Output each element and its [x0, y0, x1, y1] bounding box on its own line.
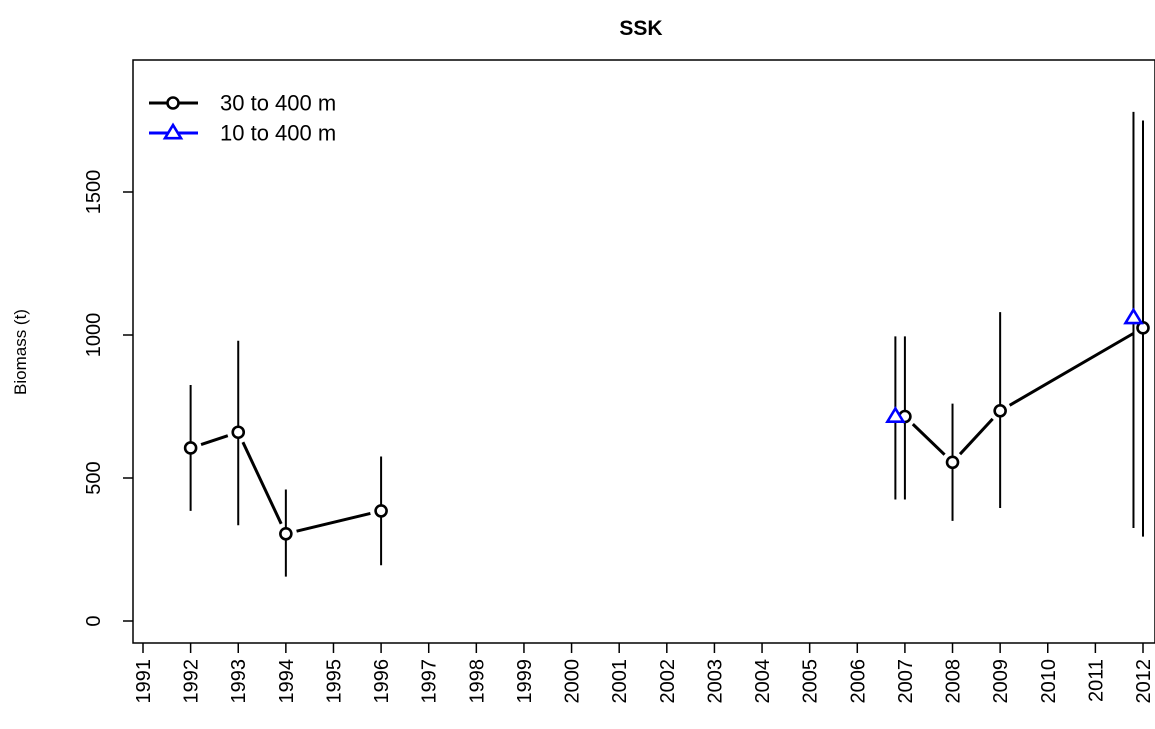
y-tick-label: 0: [83, 615, 105, 626]
x-tick-label: 1995: [323, 659, 345, 704]
x-tick-label: 2000: [562, 659, 584, 704]
legend-marker: [166, 96, 180, 110]
chart-title: SSK: [619, 17, 662, 40]
x-tick-label: 2008: [943, 659, 965, 704]
y-tick-label: 1500: [83, 170, 105, 215]
y-tick-label: 1000: [83, 313, 105, 358]
data-point: [374, 504, 388, 518]
x-tick-label: 1998: [466, 659, 488, 704]
x-tick-label: 2001: [609, 659, 631, 704]
x-tick-label: 2006: [847, 659, 869, 704]
data-point: [183, 441, 198, 455]
x-tick-label: 2010: [1038, 659, 1060, 704]
data-point: [993, 403, 1007, 418]
x-tick-label: 1991: [133, 659, 155, 704]
series-line: [911, 423, 946, 456]
y-axis-label: Biomass (t): [11, 309, 30, 395]
series-line: [1008, 332, 1135, 407]
x-tick-label: 2011: [1085, 659, 1107, 702]
data-point: [279, 526, 293, 541]
data-point: [1123, 307, 1144, 325]
legend-label: 30 to 400 m: [220, 91, 336, 116]
legend-label: 10 to 400 m: [220, 121, 336, 146]
legend-marker: [162, 122, 184, 140]
x-tick-label: 2003: [704, 659, 726, 704]
x-tick-label: 2002: [657, 659, 679, 704]
x-tick-label: 2007: [895, 659, 917, 704]
x-tick-label: 1999: [514, 659, 536, 704]
data-point: [885, 406, 906, 424]
x-tick-label: 2012: [1133, 659, 1155, 704]
x-tick-label: 1997: [419, 659, 441, 704]
x-tick-label: 1996: [371, 659, 393, 704]
series-line: [200, 434, 229, 446]
data-point: [231, 425, 246, 440]
x-tick-label: 2005: [800, 659, 822, 704]
legend: 30 to 400 m 10 to 400 m: [149, 91, 336, 146]
plot-frame: [132, 59, 1155, 644]
x-tick-label: 1994: [276, 659, 298, 704]
x-tick-label: 1993: [228, 659, 250, 704]
series-line: [958, 417, 994, 456]
data-point: [945, 455, 960, 470]
series-line: [241, 441, 283, 525]
x-tick-label: 2004: [752, 659, 774, 704]
y-tick-label: 500: [83, 461, 105, 494]
chart-marks: 1991 1992 1993 1994 1995 1996 1997 1998 1999 2000…: [83, 111, 1155, 704]
series-line: [296, 512, 371, 533]
data-point: [1136, 321, 1150, 335]
x-tick-label: 2009: [990, 659, 1012, 704]
x-tick-label: 1992: [181, 659, 203, 704]
